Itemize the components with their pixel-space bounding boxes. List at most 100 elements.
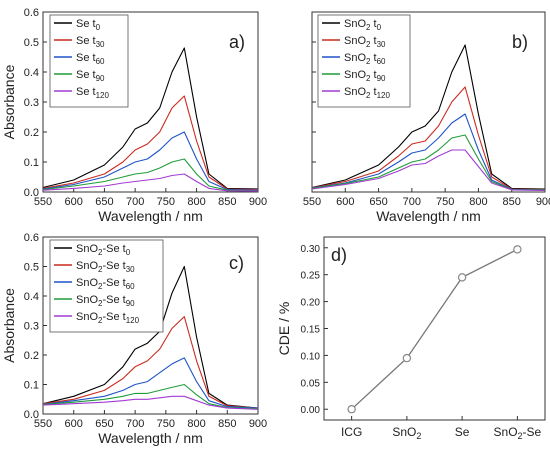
legend-text: SnO [76, 311, 98, 323]
legend-entry: SnO2-Se t120 [76, 311, 140, 325]
legend-text: SnO [344, 52, 366, 64]
series-line-1 [42, 95, 259, 191]
legend-entry: SnO2-Se t60 [76, 277, 135, 291]
panel-a: 550 600 650 700 750 800 850 9000.00.10.20.30.40… [1, 7, 267, 224]
x-tick-label: 750 [157, 196, 175, 208]
legend-entry: SnO2-Se t30 [76, 260, 135, 274]
x-axis-label: Wavelength / nm [98, 430, 203, 446]
y-tick-label: 0.00 [301, 405, 321, 416]
x-tick-label: 800 [187, 418, 205, 430]
legend-subscript: 2 [98, 265, 103, 274]
legend-subscript: 30 [377, 40, 386, 49]
legend-text: t [370, 86, 376, 98]
cde-point [402, 353, 412, 363]
legend-subscript: 2 [98, 316, 103, 325]
series-line-3 [42, 158, 259, 192]
legend-subscript: 90 [377, 74, 386, 83]
legend-subscript: 2 [98, 299, 103, 308]
x-tick-label: ICG [341, 425, 362, 439]
x-tick-label: 800 [187, 196, 205, 208]
y-tick-label: 0.2 [24, 350, 39, 362]
legend-entry: SnO2 t60 [344, 52, 386, 66]
y-tick-label: 0.4 [24, 67, 39, 79]
plot-frame [323, 236, 546, 421]
x-tick-label: Se [455, 425, 470, 439]
x-tick-label: 900 [536, 196, 550, 208]
legend-text: t [370, 18, 376, 30]
panel-c: 550 600 650 700 750 800 850 9000.00.10.20.30.40… [1, 232, 267, 446]
y-tick-label: 0.5 [24, 262, 39, 274]
legend-subscript: 2 [366, 23, 371, 32]
panel-tag: b) [512, 32, 528, 52]
legend-text: SnO [76, 294, 98, 306]
y-tick-label: 0.0 [24, 409, 39, 421]
x-tick-label: 650 [95, 196, 113, 208]
legend-text: Se t [76, 86, 96, 98]
x-tick-label: SnO2 [392, 425, 421, 441]
legend-subscript: 2 [98, 282, 103, 291]
legend-subscript: 0 [96, 23, 101, 32]
series-line-1 [42, 316, 259, 409]
x-tick-label: 650 [369, 196, 387, 208]
y-axis-label: CDE / % [276, 302, 292, 356]
legend-subscript: 2 [366, 74, 371, 83]
series-line-4 [311, 149, 546, 192]
legend-text: SnO [76, 260, 98, 272]
legend-subscript: 90 [96, 74, 105, 83]
legend-text: Se t [76, 52, 96, 64]
legend-subscript: 2 [98, 248, 103, 257]
cde-point [347, 405, 356, 414]
x-tick-label: 800 [469, 196, 487, 208]
y-tick-label: 0.1 [24, 380, 39, 392]
legend-text: SnO [344, 86, 366, 98]
legend-text: t [370, 35, 376, 47]
legend-subscript: 2 [366, 57, 371, 66]
x-tick-label: 750 [436, 196, 454, 208]
x-tick-label: 900 [249, 418, 267, 430]
x-axis-label: Wavelength / nm [376, 208, 481, 224]
y-tick-label: 0.25 [301, 271, 321, 282]
legend-entry: SnO2-Se t90 [76, 294, 135, 308]
series-line-2 [311, 113, 546, 191]
tick-text: -Se [523, 425, 542, 439]
x-tick-label: 700 [403, 196, 421, 208]
legend-entry: SnO2-Se t0 [76, 243, 131, 257]
x-tick-label: 600 [65, 196, 83, 208]
panel-tag: a) [229, 32, 245, 52]
legend-subscript: 120 [126, 316, 140, 325]
x-tick-label: 550 [34, 196, 52, 208]
x-tick-label: 700 [126, 418, 144, 430]
y-tick-label: 0.05 [301, 378, 321, 389]
legend-entry: SnO2 t90 [344, 69, 386, 83]
y-tick-label: 0.20 [301, 298, 321, 309]
y-tick-label: 0.2 [24, 127, 39, 139]
x-tick-label: 550 [34, 418, 52, 430]
x-tick-label: 600 [65, 418, 83, 430]
legend-subscript: 60 [96, 57, 105, 66]
legend-text: SnO [344, 35, 366, 47]
x-tick-label: 850 [503, 196, 521, 208]
y-tick-label: 0.15 [301, 325, 321, 336]
legend-subscript: 60 [377, 57, 386, 66]
legend-subscript: 120 [96, 91, 110, 100]
legend-subscript: 2 [366, 91, 371, 100]
tick-subscript: 2 [416, 431, 421, 441]
legend-subscript: 90 [126, 299, 135, 308]
cde-line [351, 248, 518, 410]
legend-text: t [370, 52, 376, 64]
y-tick-label: 0.1 [24, 157, 39, 169]
legend-text: Se t [76, 69, 96, 81]
y-tick-label: 0.5 [24, 37, 39, 49]
series-line-3 [311, 134, 546, 191]
legend-entry: Se t60 [76, 52, 105, 66]
legend-text: -Se t [102, 260, 125, 272]
legend-text: -Se t [102, 277, 125, 289]
y-tick-label: 0.30 [301, 244, 321, 255]
y-tick-label: 0.3 [24, 321, 39, 333]
x-tick-label: 850 [218, 196, 236, 208]
y-axis-label: Absorbance [1, 64, 17, 139]
panel-tag: c) [229, 253, 244, 273]
tick-subscript: 2 [518, 431, 523, 441]
